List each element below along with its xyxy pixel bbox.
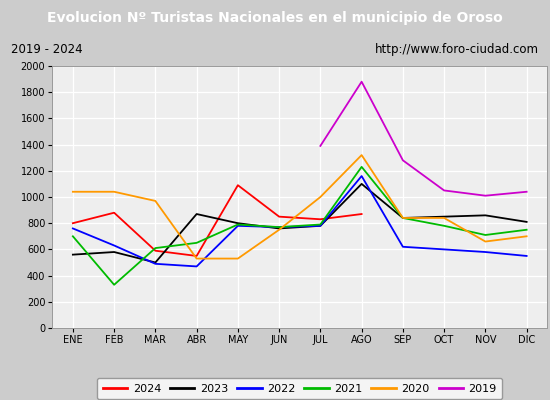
Legend: 2024, 2023, 2022, 2021, 2020, 2019: 2024, 2023, 2022, 2021, 2020, 2019 xyxy=(97,378,502,399)
Text: 2019 - 2024: 2019 - 2024 xyxy=(11,44,82,56)
Text: Evolucion Nº Turistas Nacionales en el municipio de Oroso: Evolucion Nº Turistas Nacionales en el m… xyxy=(47,11,503,25)
Text: http://www.foro-ciudad.com: http://www.foro-ciudad.com xyxy=(375,44,539,56)
